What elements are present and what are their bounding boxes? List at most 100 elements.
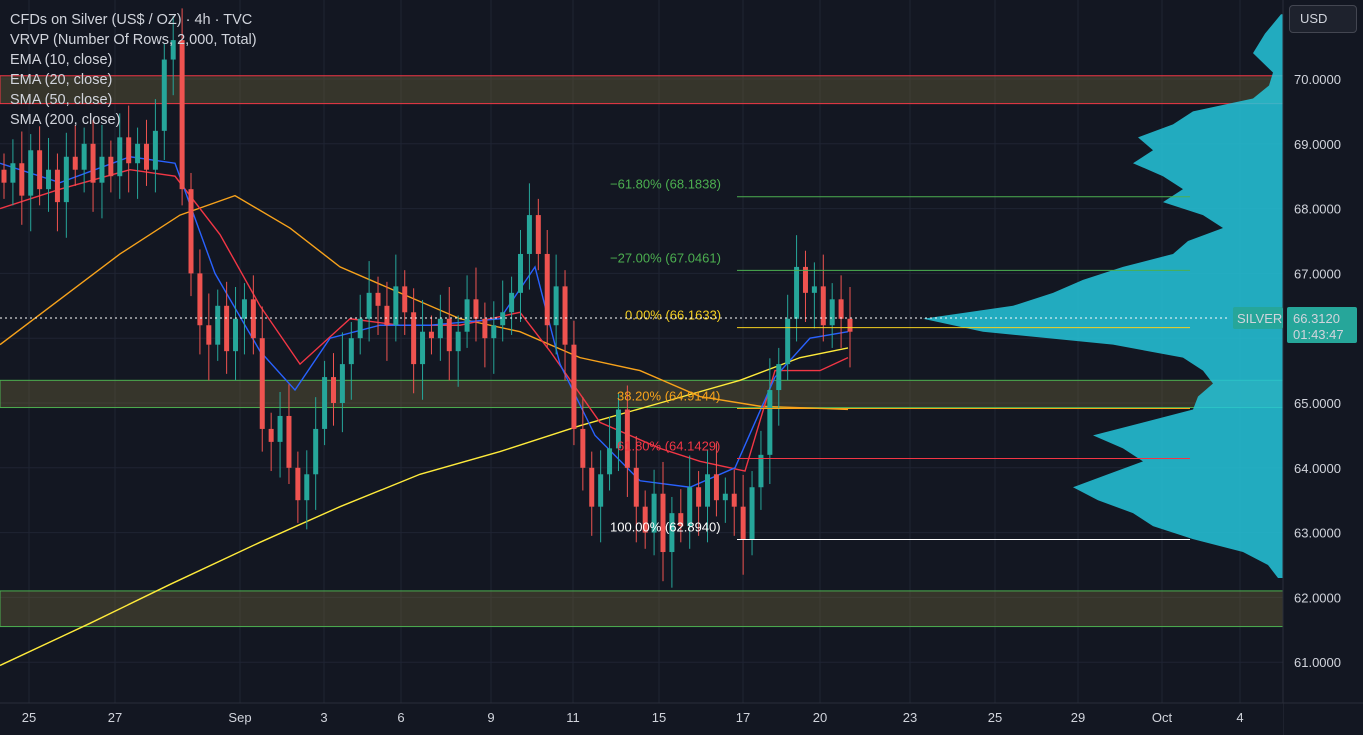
candle xyxy=(607,448,613,475)
candle xyxy=(509,292,515,313)
candle xyxy=(46,169,52,190)
time-tick-label: 6 xyxy=(397,710,404,725)
candle xyxy=(188,189,194,274)
candles xyxy=(1,8,853,588)
indicator-sma50[interactable]: SMA (50, close) xyxy=(10,92,113,108)
candle xyxy=(758,454,764,488)
candle xyxy=(794,266,800,319)
time-tick-label: 11 xyxy=(566,710,580,725)
candle xyxy=(304,474,310,501)
fib-label: −61.80% (68.1838) xyxy=(610,177,721,192)
candle xyxy=(224,305,230,352)
candle xyxy=(722,493,728,501)
price-tick-label: 65.0000 xyxy=(1294,396,1341,411)
candle xyxy=(143,143,149,170)
candle xyxy=(785,318,791,365)
candle xyxy=(482,318,488,339)
candle xyxy=(384,305,390,326)
candle xyxy=(633,467,639,507)
candle xyxy=(802,266,808,293)
candle xyxy=(624,409,630,468)
candle xyxy=(589,467,595,507)
price-badge-value: 66.3120 xyxy=(1293,311,1340,326)
candle xyxy=(108,156,114,177)
time-tick-label: 15 xyxy=(652,710,666,725)
candle xyxy=(705,474,711,507)
candle xyxy=(10,163,16,183)
candle xyxy=(820,286,826,326)
candle xyxy=(491,325,497,339)
symbol-badge xyxy=(1233,306,1283,329)
fib-label: −27.00% (67.0461) xyxy=(610,250,721,265)
candle xyxy=(615,409,621,449)
candle xyxy=(437,318,443,339)
candle xyxy=(366,292,372,319)
fib-label: 0.00% (66.1633) xyxy=(625,308,721,323)
candle xyxy=(215,305,221,345)
candle xyxy=(553,286,559,326)
candle xyxy=(197,273,203,326)
indicator-ema20[interactable]: EMA (20, close) xyxy=(10,72,113,88)
price-badge xyxy=(1287,306,1357,343)
time-tick-label: 23 xyxy=(903,710,917,725)
candle xyxy=(571,344,577,429)
chart-legend: CFDs on Silver (US$ / OZ) · 4h · TVC VRV… xyxy=(10,10,257,130)
candle xyxy=(420,331,426,365)
candle xyxy=(37,150,43,190)
indicator-vrvp[interactable]: VRVP (Number Of Rows, 2,000, Total) xyxy=(10,32,257,48)
time-tick-label: 4 xyxy=(1236,710,1243,725)
volume-profile-area xyxy=(923,14,1283,578)
candle xyxy=(518,253,524,293)
candle xyxy=(562,286,568,345)
candle xyxy=(651,493,657,533)
candle xyxy=(330,377,336,403)
indicator-sma200[interactable]: SMA (200, close) xyxy=(10,112,121,128)
candle xyxy=(598,474,604,507)
time-axis-bg xyxy=(0,703,1283,735)
candle xyxy=(313,428,319,475)
time-axis: 25 27 Sep 3 6 9 11 15 17 20 23 25 29 Oct 4 xyxy=(0,702,1363,735)
fib-label: 100.00% (62.8940) xyxy=(610,519,721,534)
indicator-ema10[interactable]: EMA (10, close) xyxy=(10,52,113,68)
price-axis-bg xyxy=(1283,0,1363,735)
candle xyxy=(767,390,773,455)
candle xyxy=(375,292,381,306)
candle xyxy=(54,169,60,203)
candle xyxy=(28,150,34,196)
candle xyxy=(446,318,452,352)
candle xyxy=(135,143,141,164)
fib-retracement: −61.80% (68.1838) −27.00% (67.0461) 0.00% … xyxy=(610,177,1190,540)
candle xyxy=(428,331,434,339)
fib-label: 61.80% (64.1429) xyxy=(617,439,720,454)
time-tick-label: 27 xyxy=(108,710,122,725)
price-badge-countdown: 01:43:47 xyxy=(1293,327,1344,342)
time-tick-label: 3 xyxy=(320,710,327,725)
candle xyxy=(170,40,176,60)
candle xyxy=(295,467,301,501)
zone-1 xyxy=(0,379,1284,409)
ema20-line xyxy=(0,169,849,472)
candle xyxy=(411,312,417,365)
candle xyxy=(740,506,746,540)
candle xyxy=(687,487,693,527)
candle xyxy=(1,169,7,183)
currency-button[interactable]: USD xyxy=(1289,5,1357,33)
candle xyxy=(526,215,532,254)
candle xyxy=(339,364,345,403)
candle xyxy=(250,299,256,339)
candle xyxy=(464,299,470,332)
candle xyxy=(713,474,719,501)
candle xyxy=(749,487,755,540)
price-tick-label: 64.0000 xyxy=(1294,461,1341,476)
candle xyxy=(642,506,648,533)
zone-0 xyxy=(0,75,1284,105)
candle xyxy=(731,493,737,507)
price-tick-label: 62.0000 xyxy=(1294,590,1341,605)
price-tick-label: 70.0000 xyxy=(1294,72,1341,87)
candle xyxy=(99,156,105,183)
price-tick-label: 67.0000 xyxy=(1294,266,1341,281)
candle xyxy=(811,286,817,293)
candle xyxy=(241,299,247,319)
